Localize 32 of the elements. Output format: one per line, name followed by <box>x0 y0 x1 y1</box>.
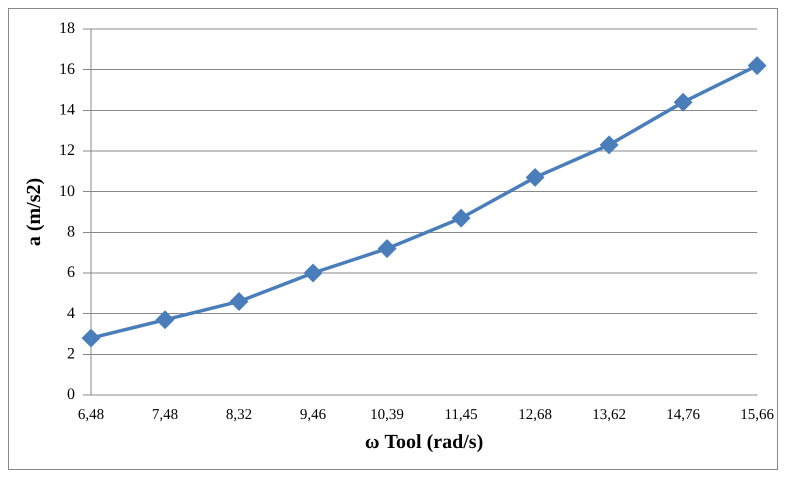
point <box>82 329 100 347</box>
point <box>230 292 248 310</box>
point <box>452 209 470 227</box>
y-tick-label: 8 <box>67 224 75 241</box>
x-tick-label: 6,48 <box>78 406 104 423</box>
x-tick-label: 10,39 <box>370 406 404 423</box>
x-tick-label: 8,32 <box>226 406 252 423</box>
y-tick-label: 6 <box>67 264 75 282</box>
point <box>378 240 396 258</box>
point <box>156 311 174 329</box>
x-tick-label: 14,76 <box>666 406 700 423</box>
y-tick-label: 2 <box>67 346 75 363</box>
point <box>304 264 322 282</box>
x-tick-label: 12,68 <box>518 406 552 423</box>
x-tick-label: 7,48 <box>152 406 178 423</box>
x-tick-label: 15,66 <box>740 406 774 423</box>
point <box>526 168 544 186</box>
x-tick-label: 11,45 <box>444 406 478 423</box>
y-tick-label: 0 <box>67 386 75 404</box>
y-tick-label: 18 <box>59 20 75 38</box>
point <box>600 136 618 154</box>
x-axis-title: ω Tool (rad/s) <box>364 431 484 454</box>
point <box>674 93 692 111</box>
y-tick-label: 12 <box>59 142 75 160</box>
y-tick-label: 16 <box>59 60 75 78</box>
x-tick-label: 13,62 <box>592 406 626 423</box>
x-tick-label: 9,46 <box>300 406 327 423</box>
y-axis-title: a (m/s2) <box>23 178 46 246</box>
y-tick-label: 4 <box>67 304 75 322</box>
y-tick-label: 10 <box>59 182 75 200</box>
y-tick-label: 14 <box>59 102 75 119</box>
point <box>748 56 766 74</box>
